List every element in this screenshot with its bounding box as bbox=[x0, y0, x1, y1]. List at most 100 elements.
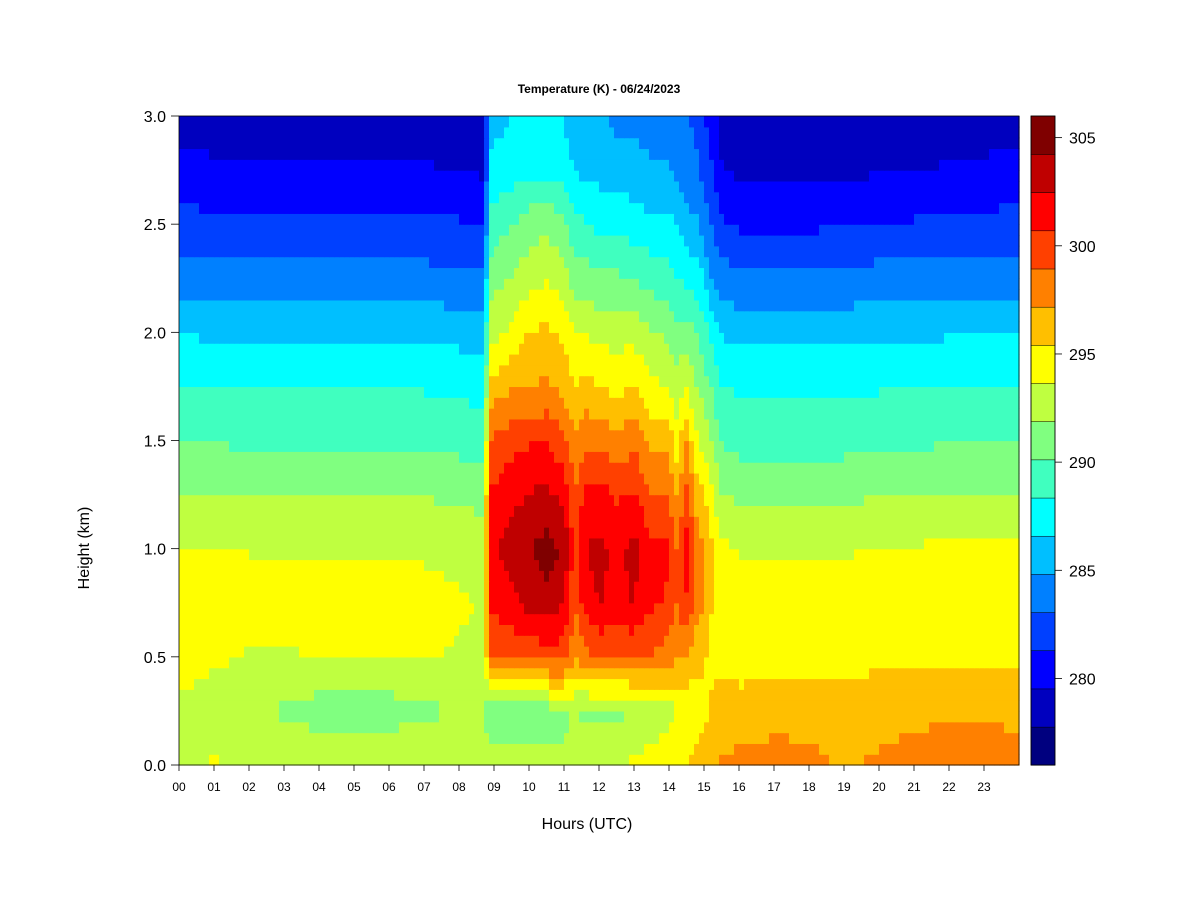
heatmap-cell bbox=[949, 602, 955, 615]
heatmap-cell bbox=[579, 537, 585, 550]
heatmap-cell bbox=[194, 732, 200, 744]
heatmap-cell bbox=[884, 710, 890, 723]
heatmap-cell bbox=[199, 710, 205, 723]
heatmap-cell bbox=[504, 451, 510, 463]
heatmap-cell bbox=[324, 732, 330, 744]
heatmap-cell bbox=[284, 732, 290, 744]
heatmap-cell bbox=[674, 451, 680, 463]
heatmap-cell bbox=[359, 656, 365, 669]
heatmap-cell bbox=[584, 527, 590, 539]
heatmap-cell bbox=[319, 570, 325, 582]
heatmap-cell bbox=[274, 689, 280, 701]
heatmap-cell bbox=[629, 527, 635, 539]
heatmap-cell bbox=[584, 591, 590, 604]
heatmap-cell bbox=[574, 721, 580, 734]
heatmap-cell bbox=[944, 700, 950, 712]
heatmap-cell bbox=[794, 548, 800, 561]
heatmap-cell bbox=[309, 700, 315, 712]
heatmap-cell bbox=[384, 743, 390, 755]
heatmap-cell bbox=[794, 451, 800, 463]
heatmap-cell bbox=[514, 559, 520, 571]
heatmap-cell bbox=[189, 732, 195, 744]
heatmap-cell bbox=[804, 743, 810, 755]
heatmap-cell bbox=[709, 721, 715, 734]
heatmap-cell bbox=[559, 591, 565, 604]
heatmap-cell bbox=[659, 591, 665, 604]
heatmap-cell bbox=[319, 613, 325, 625]
heatmap-cell bbox=[884, 624, 890, 636]
heatmap-cell bbox=[329, 570, 335, 582]
heatmap-cell bbox=[664, 440, 670, 452]
heatmap-cell bbox=[924, 591, 930, 604]
heatmap-cell bbox=[754, 754, 760, 766]
heatmap-cell bbox=[349, 700, 355, 712]
heatmap-cell bbox=[764, 754, 770, 766]
heatmap-cell bbox=[924, 754, 930, 766]
heatmap-cell bbox=[574, 710, 580, 723]
heatmap-cell bbox=[544, 754, 550, 766]
heatmap-cell bbox=[909, 559, 915, 571]
heatmap-cell bbox=[739, 646, 745, 658]
heatmap-cell bbox=[464, 516, 470, 528]
heatmap-cell bbox=[524, 537, 530, 550]
heatmap-cell bbox=[224, 602, 230, 615]
heatmap-cell bbox=[1014, 548, 1020, 561]
heatmap-cell bbox=[329, 494, 335, 506]
heatmap-cell bbox=[969, 537, 975, 550]
heatmap-cell bbox=[369, 656, 375, 669]
heatmap-cell bbox=[599, 754, 605, 766]
heatmap-cell bbox=[934, 516, 940, 528]
heatmap-cell bbox=[734, 591, 740, 604]
heatmap-cell bbox=[359, 743, 365, 755]
heatmap-cell bbox=[229, 440, 235, 452]
heatmap-cell bbox=[1004, 667, 1010, 680]
heatmap-cell bbox=[254, 537, 260, 550]
heatmap-cell bbox=[949, 527, 955, 539]
heatmap-cell bbox=[989, 646, 995, 658]
heatmap-cell bbox=[584, 559, 590, 571]
heatmap-cell bbox=[1014, 494, 1020, 506]
heatmap-cell bbox=[389, 516, 395, 528]
heatmap-cell bbox=[394, 624, 400, 636]
heatmap-cell bbox=[999, 678, 1005, 690]
heatmap-cell bbox=[579, 635, 585, 647]
heatmap-cell bbox=[844, 743, 850, 755]
heatmap-cell bbox=[484, 516, 490, 528]
heatmap-cell bbox=[839, 646, 845, 658]
heatmap-cell bbox=[959, 732, 965, 744]
heatmap-cell bbox=[579, 440, 585, 452]
heatmap-cell bbox=[714, 602, 720, 615]
heatmap-cell bbox=[704, 570, 710, 582]
heatmap-cell bbox=[224, 516, 230, 528]
heatmap-cell bbox=[944, 635, 950, 647]
heatmap-cell bbox=[1004, 516, 1010, 528]
heatmap-cell bbox=[929, 743, 935, 755]
heatmap-cell bbox=[319, 646, 325, 658]
heatmap-cell bbox=[244, 743, 250, 755]
heatmap-cell bbox=[629, 700, 635, 712]
heatmap-cell bbox=[624, 591, 630, 604]
heatmap-cell bbox=[559, 754, 565, 766]
heatmap-cell bbox=[999, 494, 1005, 506]
heatmap-cell bbox=[529, 472, 535, 485]
heatmap-cell bbox=[934, 483, 940, 496]
heatmap-cell bbox=[384, 689, 390, 701]
heatmap-cell bbox=[489, 656, 495, 669]
heatmap-cell bbox=[389, 602, 395, 615]
heatmap-cell bbox=[984, 613, 990, 625]
heatmap-cell bbox=[634, 635, 640, 647]
heatmap-cell bbox=[384, 483, 390, 496]
heatmap-cell bbox=[334, 581, 340, 593]
heatmap-cell bbox=[904, 646, 910, 658]
heatmap-cell bbox=[669, 516, 675, 528]
heatmap-cell bbox=[709, 700, 715, 712]
heatmap-cell bbox=[209, 559, 215, 571]
heatmap-cell bbox=[729, 505, 735, 517]
heatmap-cell bbox=[974, 591, 980, 604]
heatmap-cell bbox=[379, 462, 385, 474]
heatmap-cell bbox=[809, 721, 815, 734]
heatmap-cell bbox=[1014, 527, 1020, 539]
heatmap-cell bbox=[724, 559, 730, 571]
heatmap-cell bbox=[389, 462, 395, 474]
heatmap-cell bbox=[714, 559, 720, 571]
